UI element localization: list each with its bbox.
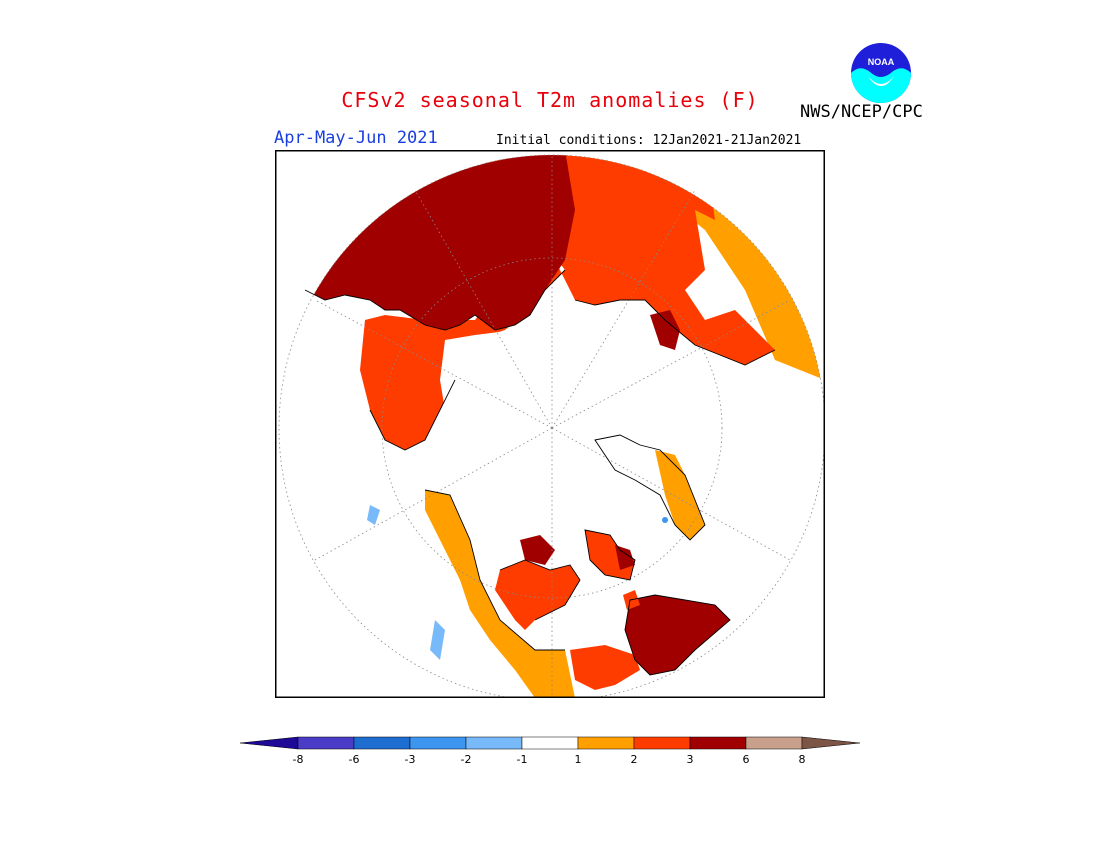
anomaly-orange-greenland — [655, 450, 705, 540]
colorbar-tick-label: -8 — [292, 753, 304, 766]
colorbar-bin — [409, 736, 467, 750]
graticule — [278, 154, 825, 698]
forecast-period: Apr-May-Jun 2021 — [274, 128, 438, 148]
colorbar-bin — [689, 736, 747, 750]
colorbar-tick-label: 3 — [686, 753, 694, 766]
anomaly-darkred-greenland — [625, 595, 730, 675]
map-title: CFSv2 seasonal T2m anomalies (F) — [341, 88, 759, 112]
colorbar-tick-label: -2 — [460, 753, 472, 766]
colorbar-bin — [353, 736, 411, 750]
colorbar-bin-max — [801, 736, 861, 750]
colorbar-bin-min — [239, 736, 299, 750]
colorbar-bin — [633, 736, 691, 750]
agency-label: NWS/NCEP/CPC — [800, 102, 923, 122]
colorbar-bin — [297, 736, 355, 750]
colorbar-tick-label: 1 — [574, 753, 582, 766]
anomaly-orange-pacific-coast — [425, 490, 575, 698]
colorbar — [239, 736, 861, 750]
noaa-logo: NOAA — [851, 43, 911, 103]
colorbar-bin — [521, 736, 579, 750]
anomaly-blue-bering — [367, 505, 380, 525]
anomaly-darkred-canada-arctic — [615, 545, 635, 570]
logo-text: NOAA — [868, 57, 895, 67]
coastlines — [304, 269, 776, 676]
anomaly-blue-alaska-coast — [430, 620, 445, 660]
colorbar-bin — [577, 736, 635, 750]
colorbar-tick-label: -6 — [348, 753, 360, 766]
anomaly-darkred-hudson — [520, 535, 555, 565]
anomaly-red-asia — [360, 155, 775, 450]
arctic-white-region — [440, 310, 665, 480]
initial-conditions: Initial conditions: 12Jan2021-21Jan2021 — [496, 133, 802, 148]
colorbar-tick-label: 8 — [798, 753, 806, 766]
colorbar-tick-label: -3 — [404, 753, 416, 766]
anomaly-red-north-america — [495, 560, 580, 630]
anomaly-map — [275, 150, 825, 698]
colorbar-tick-label: -1 — [516, 753, 528, 766]
anomaly-darkred-scandinavia — [650, 310, 680, 350]
anomaly-darkred-siberia — [305, 155, 575, 330]
colorbar-tick-label: 6 — [742, 753, 750, 766]
anomaly-blue-greenland-spot — [662, 517, 668, 523]
colorbar-bin — [745, 736, 803, 750]
colorbar-tick-label: 2 — [630, 753, 638, 766]
colorbar-bin — [465, 736, 523, 750]
anomaly-red-us-south — [570, 645, 640, 690]
